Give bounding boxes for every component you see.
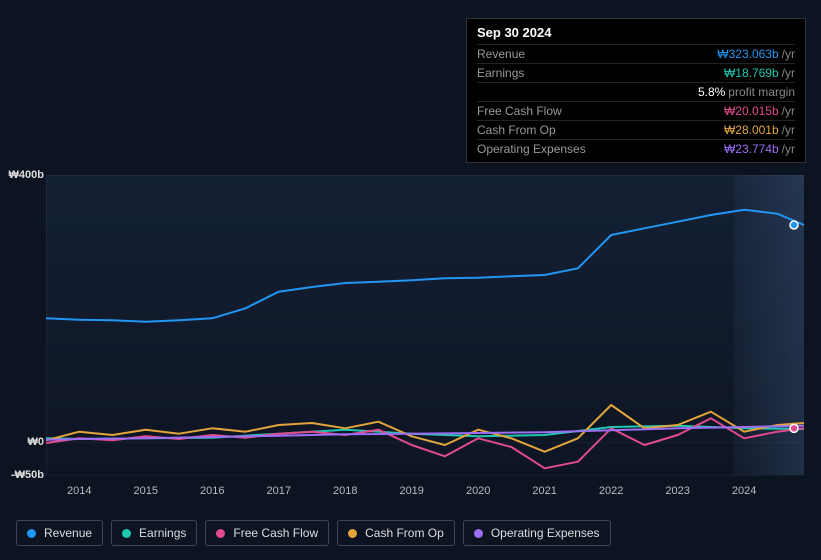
tooltip-row-label: Earnings <box>477 66 524 80</box>
y-axis-tick: -₩50b <box>11 469 44 481</box>
tooltip-row-label: Operating Expenses <box>477 142 586 156</box>
tooltip-row-value: 5.8%profit margin <box>698 85 795 99</box>
x-axis-tick: 2022 <box>599 485 623 497</box>
tooltip-row: Cash From Op ₩28.001b/yr <box>477 120 795 139</box>
legend-item-revenue[interactable]: Revenue <box>16 520 103 546</box>
tooltip-row-value: ₩323.063b/yr <box>717 47 795 61</box>
series-line-operating-expenses <box>46 426 804 440</box>
legend-item-earnings[interactable]: Earnings <box>111 520 197 546</box>
earnings-revenue-chart[interactable]: ₩400b₩0-₩50b 201420152016201720182019202… <box>16 155 806 505</box>
x-axis-tick: 2023 <box>665 485 689 497</box>
gridline <box>46 475 804 476</box>
tooltip-row-value: ₩18.769b/yr <box>724 66 795 80</box>
data-tooltip: Sep 30 2024 Revenue ₩323.063b/yr Earnings ₩… <box>466 18 806 163</box>
tooltip-row-value: ₩20.015b/yr <box>724 104 795 118</box>
x-axis-tick: 2018 <box>333 485 357 497</box>
y-axis-tick: ₩400b <box>9 169 44 181</box>
tooltip-row: Revenue ₩323.063b/yr <box>477 44 795 63</box>
x-axis-tick: 2021 <box>532 485 556 497</box>
x-axis-tick: 2014 <box>67 485 91 497</box>
x-axis-tick: 2019 <box>399 485 423 497</box>
legend-label: Free Cash Flow <box>233 526 318 540</box>
tooltip-row: 5.8%profit margin <box>477 82 795 101</box>
tooltip-row: Earnings ₩18.769b/yr <box>477 63 795 82</box>
legend-swatch <box>27 529 36 538</box>
x-axis-tick: 2017 <box>266 485 290 497</box>
cursor-dot <box>790 221 798 229</box>
tooltip-rows: Revenue ₩323.063b/yr Earnings ₩18.769b/yr 5.… <box>477 44 795 158</box>
chart-legend: Revenue Earnings Free Cash Flow Cash From O… <box>16 520 611 546</box>
x-axis-tick: 2016 <box>200 485 224 497</box>
legend-item-cash-from-op[interactable]: Cash From Op <box>337 520 455 546</box>
legend-swatch <box>348 529 357 538</box>
tooltip-row-value: ₩23.774b/yr <box>724 142 795 156</box>
legend-label: Cash From Op <box>365 526 444 540</box>
tooltip-row-label: Cash From Op <box>477 123 556 137</box>
tooltip-row-label: Revenue <box>477 47 525 61</box>
x-axis-tick: 2015 <box>133 485 157 497</box>
legend-label: Earnings <box>139 526 186 540</box>
legend-label: Revenue <box>44 526 92 540</box>
legend-label: Operating Expenses <box>491 526 600 540</box>
legend-swatch <box>474 529 483 538</box>
legend-item-operating-expenses[interactable]: Operating Expenses <box>463 520 611 546</box>
legend-swatch <box>216 529 225 538</box>
tooltip-date: Sep 30 2024 <box>477 25 795 44</box>
x-axis-tick: 2020 <box>466 485 490 497</box>
legend-swatch <box>122 529 131 538</box>
tooltip-row-label: Free Cash Flow <box>477 104 562 118</box>
series-line-revenue <box>46 210 804 322</box>
tooltip-row: Free Cash Flow ₩20.015b/yr <box>477 101 795 120</box>
legend-item-free-cash-flow[interactable]: Free Cash Flow <box>205 520 329 546</box>
chart-lines <box>46 175 804 475</box>
tooltip-row-value: ₩28.001b/yr <box>724 123 795 137</box>
x-axis-tick: 2024 <box>732 485 756 497</box>
cursor-dot <box>790 424 798 432</box>
y-axis-tick: ₩0 <box>28 436 45 448</box>
